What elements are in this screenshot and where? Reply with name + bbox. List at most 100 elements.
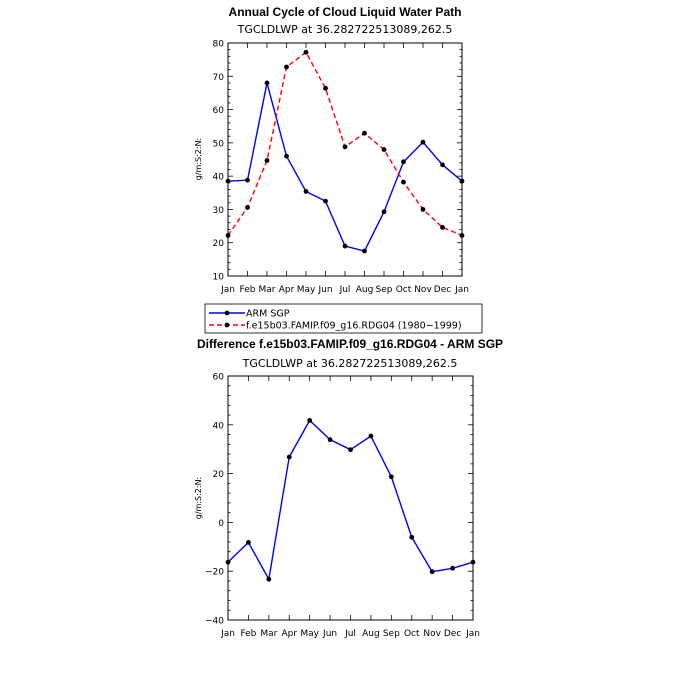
chart1-point-0-8 <box>381 209 387 215</box>
chart1-point-0-2 <box>264 80 270 86</box>
difference-chart: Difference f.e15b03.FAMIP.f09_g16.RDG04 … <box>194 337 503 639</box>
chart2-ytick-label: 40 <box>213 421 225 431</box>
chart2-point-0-2 <box>266 576 272 582</box>
chart1-y-tick-labels: 10 20 30 40 50 60 70 80 <box>213 40 225 283</box>
chart2-point-0-4 <box>307 418 313 423</box>
chart2-point-0-0 <box>225 559 231 565</box>
chart1-xtick-label: Sep <box>376 285 393 295</box>
chart2-point-0-8 <box>388 474 394 480</box>
chart2-point-0-5 <box>327 437 333 443</box>
chart1-point-1-3 <box>284 64 289 70</box>
chart2-point-0-3 <box>286 454 292 460</box>
chart2-point-0-10 <box>429 569 435 575</box>
chart1-ytick-label: 40 <box>213 173 225 183</box>
chart2-xtick-label: Apr <box>281 629 297 639</box>
chart1-xtick-label: Jan <box>220 285 235 295</box>
chart2-point-0-1 <box>246 540 251 545</box>
chart1-series-line-1 <box>227 51 463 237</box>
chart1-point-1-12 <box>459 232 465 238</box>
annual-cycle-chart: Annual Cycle of Cloud Liquid Water Path … <box>194 5 469 295</box>
chart1-series <box>225 49 465 254</box>
chart2-xtick-label: Jan <box>465 629 480 639</box>
chart2-series <box>225 418 476 582</box>
chart1-point-1-11 <box>440 225 445 230</box>
chart1-point-1-5 <box>323 85 328 91</box>
chart2-xtick-label: Nov <box>423 629 441 639</box>
chart1-xtick-label: Mar <box>259 285 276 295</box>
chart2-frame <box>227 375 474 621</box>
chart1-point-1-7 <box>362 130 367 136</box>
chart1-xtick-label: May <box>297 285 316 295</box>
chart1-x-tick-labels: Jan Feb Mar Apr May Jun Jul Aug Sep Oct Nov Dec Jan <box>220 285 469 295</box>
chart2-xtick-label: Sep <box>383 629 400 639</box>
chart1-point-0-3 <box>284 153 289 159</box>
chart2-subtitle: TGCLDLWP at 36.282722513089,262.5 <box>242 357 458 370</box>
chart2-point-0-7 <box>368 433 374 439</box>
chart2-xtick-label: Jun <box>322 629 337 639</box>
chart2-ytick-label: 0 <box>218 519 224 529</box>
chart1-point-1-2 <box>264 158 270 163</box>
chart1-point-0-12 <box>459 178 465 184</box>
legend: ARM SGP f.e15b03.FAMIP.f09_g16.RDG04 (19… <box>204 303 483 334</box>
chart1-ylabel: g/m:S:2:N: <box>194 138 203 181</box>
legend-marker-arm <box>224 310 230 316</box>
chart1-point-1-0 <box>225 232 231 238</box>
chart1-point-0-11 <box>440 162 445 168</box>
chart1-point-0-4 <box>303 189 309 194</box>
chart1-xtick-label: Feb <box>240 285 256 295</box>
chart1-ticks <box>227 42 463 277</box>
chart2-series-line-0 <box>227 419 474 582</box>
chart1-point-0-1 <box>245 177 250 183</box>
chart2-ytick-label: 60 <box>213 373 225 383</box>
chart1-point-0-5 <box>323 198 328 204</box>
chart2-title: Difference f.e15b03.FAMIP.f09_g16.RDG04 … <box>197 337 503 351</box>
chart1-point-1-10 <box>420 207 426 212</box>
chart1-point-1-9 <box>401 179 406 185</box>
chart1-point-1-4 <box>303 49 309 55</box>
chart1-xtick-label: Jul <box>339 285 351 295</box>
legend-label-arm: ARM SGP <box>246 309 290 320</box>
chart2-xtick-label: Jan <box>220 629 235 639</box>
chart2-xtick-label: Dec <box>444 629 461 639</box>
chart2-xtick-label: May <box>300 629 319 639</box>
chart1-ytick-label: 50 <box>213 139 225 149</box>
legend-marker-model <box>224 322 230 328</box>
chart2-ticks <box>227 375 474 621</box>
chart2-xtick-label: Feb <box>240 629 256 639</box>
chart2-xtick-label: Jul <box>344 629 356 639</box>
chart2-xtick-label: Aug <box>362 629 380 639</box>
chart2-ytick-label: −20 <box>205 568 224 578</box>
legend-box <box>204 303 483 334</box>
chart2-x-tick-labels: Jan Feb Mar Apr May Jun Jul Aug Sep Oct Nov Dec Jan <box>220 629 480 639</box>
chart1-xtick-label: Nov <box>414 285 432 295</box>
chart1-xtick-label: Oct <box>396 285 412 295</box>
chart1-point-1-1 <box>245 205 250 210</box>
chart1-ytick-label: 80 <box>213 40 225 50</box>
chart2-xtick-label: Oct <box>404 629 420 639</box>
chart2-point-0-6 <box>348 447 353 453</box>
chart2-ylabel: g/m:S:2:N: <box>194 477 203 520</box>
chart1-point-0-10 <box>420 139 426 145</box>
chart1-xtick-label: Apr <box>279 285 295 295</box>
chart1-series-line-0 <box>227 82 463 252</box>
chart2-point-0-9 <box>409 534 415 540</box>
chart1-title: Annual Cycle of Cloud Liquid Water Path <box>229 5 462 19</box>
chart1-ytick-label: 70 <box>213 73 225 83</box>
chart1-point-0-7 <box>362 248 367 254</box>
chart1-subtitle: TGCLDLWP at 36.282722513089,262.5 <box>237 23 453 36</box>
chart2-ytick-label: 20 <box>213 470 225 480</box>
chart1-frame <box>227 42 463 277</box>
chart1-point-0-6 <box>342 243 348 249</box>
chart2-point-0-12 <box>470 559 476 565</box>
chart2-xtick-label: Mar <box>260 629 277 639</box>
chart1-ytick-label: 20 <box>213 239 225 249</box>
chart1-xtick-label: Jun <box>317 285 332 295</box>
chart1-point-0-0 <box>225 178 231 184</box>
chart1-xtick-label: Jan <box>454 285 469 295</box>
legend-label-model: f.e15b03.FAMIP.f09_g16.RDG04 (1980−1999) <box>246 321 462 332</box>
chart1-xtick-label: Aug <box>356 285 374 295</box>
chart2-ytick-label: −40 <box>205 617 224 627</box>
chart1-xtick-label: Dec <box>434 285 451 295</box>
chart1-point-0-9 <box>401 159 406 165</box>
